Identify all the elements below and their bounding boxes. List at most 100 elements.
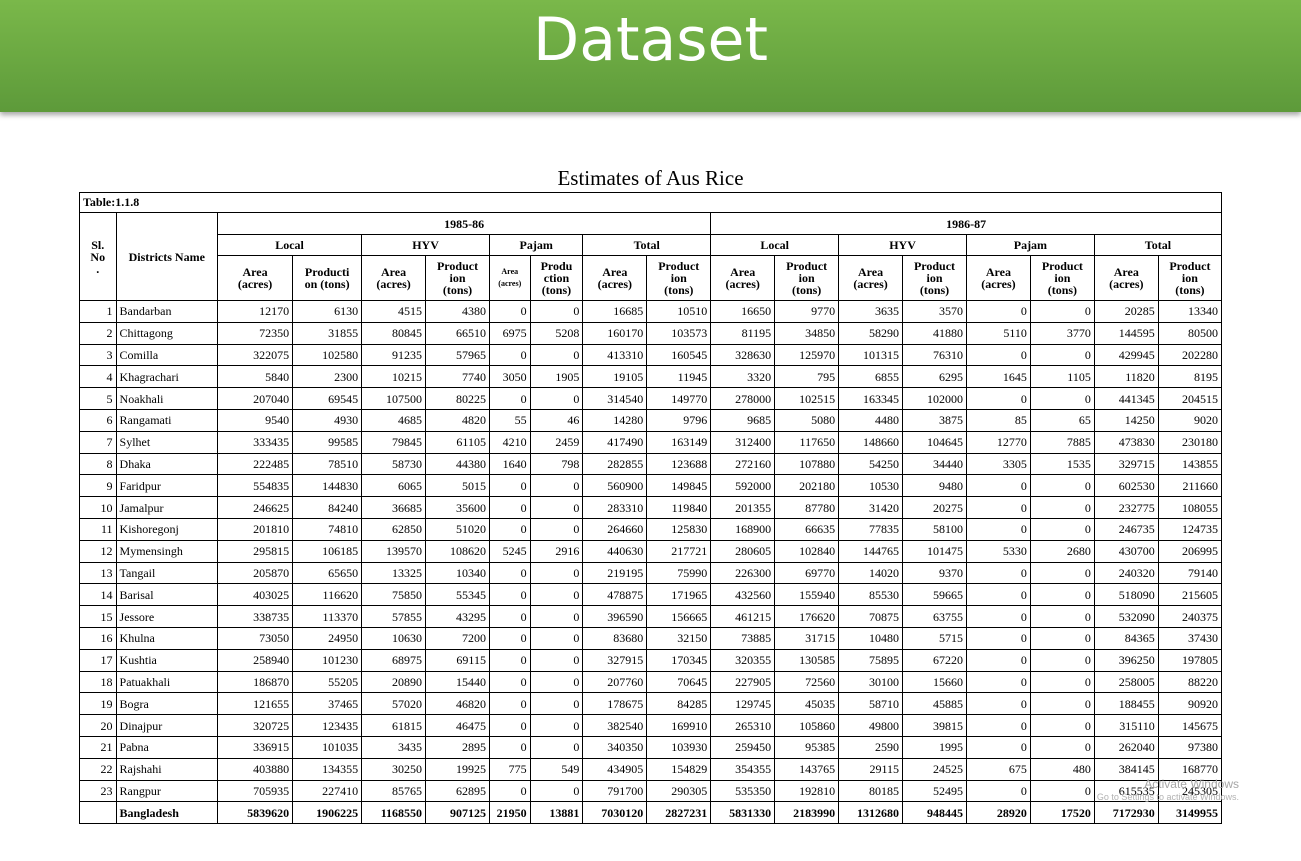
value-cell: 5245 xyxy=(488,539,531,563)
value-cell: 2916 xyxy=(529,539,584,563)
table-row: 11 Kishoregonj 201810 74810 62850 51020 0 0 2646… xyxy=(79,517,1223,541)
value-cell: 154829 xyxy=(646,757,712,781)
value-cell: 31420 xyxy=(838,496,904,519)
value-cell: 0 xyxy=(1029,670,1095,694)
value-cell: 117650 xyxy=(774,430,840,454)
value-cell: 24525 xyxy=(902,757,967,781)
value-cell: 170345 xyxy=(646,648,712,672)
sl-no-cell: 3 xyxy=(79,343,117,367)
value-cell: 226300 xyxy=(710,561,776,585)
value-cell: 3149955 xyxy=(1157,801,1223,825)
value-cell: 80185 xyxy=(838,779,904,803)
value-cell: 57965 xyxy=(425,343,490,367)
value-cell: 5831330 xyxy=(710,801,776,825)
value-cell: 57020 xyxy=(361,692,427,716)
table-row: 16 Khulna 73050 24950 10630 7200 0 0 83680 32150 7… xyxy=(79,626,1223,650)
value-cell: 0 xyxy=(488,300,531,323)
district-name-cell: Chittagong xyxy=(115,321,219,345)
value-cell: 1645 xyxy=(965,365,1031,389)
value-cell: 87780 xyxy=(774,496,840,519)
value-cell: 103573 xyxy=(646,321,712,345)
value-cell: 10480 xyxy=(838,626,904,650)
value-cell: 143765 xyxy=(774,757,840,781)
value-cell: 0 xyxy=(1029,714,1095,737)
value-cell: 0 xyxy=(1029,517,1095,541)
value-cell: 10215 xyxy=(361,365,427,389)
table-row: 9 Faridpur 554835 144830 6065 5015 0 0 560900 149… xyxy=(79,474,1223,498)
value-cell: 70645 xyxy=(646,670,712,694)
value-cell: 336915 xyxy=(217,735,294,759)
value-cell: 102840 xyxy=(774,539,840,563)
value-cell: 107880 xyxy=(774,452,840,476)
value-cell: 0 xyxy=(1029,735,1095,759)
value-cell: 16650 xyxy=(710,300,776,323)
district-name-header: Districts Name xyxy=(115,212,219,301)
value-cell: 5110 xyxy=(965,321,1031,345)
value-cell: 58730 xyxy=(361,452,427,476)
value-cell: 907125 xyxy=(425,801,490,825)
value-cell: 948445 xyxy=(902,801,967,825)
table-caption: Table:1.1.8 xyxy=(79,192,1222,213)
value-cell: 45035 xyxy=(774,692,840,716)
value-cell: 20890 xyxy=(361,670,427,694)
value-cell: 0 xyxy=(965,648,1031,672)
value-cell: 227410 xyxy=(292,779,363,803)
sl-no-cell: 9 xyxy=(79,474,117,498)
value-cell: 0 xyxy=(965,779,1031,803)
total-row: Bangladesh 5839620 1906225 1168550 907125 219… xyxy=(79,801,1223,825)
value-cell: 134355 xyxy=(292,757,363,781)
value-cell: 3770 xyxy=(1029,321,1095,345)
value-cell: 312400 xyxy=(710,430,776,454)
value-cell: 84240 xyxy=(292,496,363,519)
value-cell: 59665 xyxy=(902,583,967,607)
district-name-cell: Comilla xyxy=(115,343,219,367)
value-cell: 102000 xyxy=(902,387,967,410)
value-cell: 0 xyxy=(965,670,1031,694)
value-cell: 13340 xyxy=(1157,300,1223,323)
value-cell: 75850 xyxy=(361,583,427,607)
sl-no-cell: 2 xyxy=(79,321,117,345)
value-cell: 31855 xyxy=(292,321,363,345)
value-cell: 240375 xyxy=(1157,605,1223,628)
sl-no-cell: 10 xyxy=(79,496,117,519)
value-cell: 21950 xyxy=(488,801,531,825)
value-cell: 76310 xyxy=(902,343,967,367)
value-cell: 6130 xyxy=(292,300,363,323)
watermark-line: Go to Settings to activate Windows. xyxy=(1096,792,1239,802)
district-name-cell: Bandarban xyxy=(115,300,219,323)
value-cell: 0 xyxy=(965,561,1031,585)
value-cell: 202180 xyxy=(774,474,840,498)
value-cell: 9540 xyxy=(217,408,294,432)
sl-no-cell: 14 xyxy=(79,583,117,607)
value-cell: 178675 xyxy=(582,692,648,716)
value-cell: 102580 xyxy=(292,343,363,367)
value-cell: 123435 xyxy=(292,714,363,737)
value-cell: 97380 xyxy=(1157,735,1223,759)
table-row: 10 Jamalpur 246625 84240 36685 35600 0 0 283310 1… xyxy=(79,496,1223,519)
value-cell: 795 xyxy=(774,365,840,389)
value-cell: 382540 xyxy=(582,714,648,737)
value-cell: 246625 xyxy=(217,496,294,519)
value-cell: 5208 xyxy=(529,321,584,345)
value-cell: 85530 xyxy=(838,583,904,607)
value-cell: 0 xyxy=(488,648,531,672)
value-cell: 258005 xyxy=(1093,670,1159,694)
value-cell: 66635 xyxy=(774,517,840,541)
value-cell: 58710 xyxy=(838,692,904,716)
value-cell: 0 xyxy=(529,714,584,737)
column-header: Area (acres) xyxy=(710,255,776,301)
value-cell: 258940 xyxy=(217,648,294,672)
value-cell: 116620 xyxy=(292,583,363,607)
district-name-cell: Jamalpur xyxy=(115,496,219,519)
value-cell: 73885 xyxy=(710,626,776,650)
column-header: Product ion (tons) xyxy=(425,255,490,301)
value-cell: 12770 xyxy=(965,430,1031,454)
value-cell: 602530 xyxy=(1093,474,1159,498)
value-cell: 37430 xyxy=(1157,626,1223,650)
value-cell: 13881 xyxy=(529,801,584,825)
value-cell: 17520 xyxy=(1029,801,1095,825)
district-name-cell: Khulna xyxy=(115,626,219,650)
value-cell: 88220 xyxy=(1157,670,1223,694)
value-cell: 0 xyxy=(1029,626,1095,650)
value-cell: 176620 xyxy=(774,605,840,628)
